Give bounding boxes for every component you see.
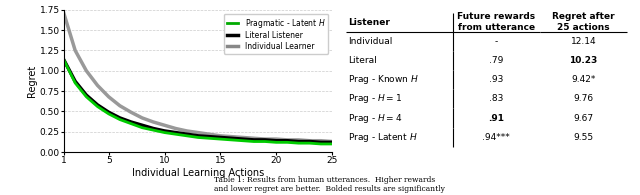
Y-axis label: Regret: Regret bbox=[27, 65, 37, 97]
Text: Table 1: Results from human utterances.  Higher rewards
and lower regret are bet: Table 1: Results from human utterances. … bbox=[214, 176, 445, 193]
Legend: Pragmatic - Latent $H$, Literal Listener, Individual Learner: Pragmatic - Latent $H$, Literal Listener… bbox=[224, 14, 328, 54]
X-axis label: Individual Learning Actions: Individual Learning Actions bbox=[132, 168, 264, 178]
